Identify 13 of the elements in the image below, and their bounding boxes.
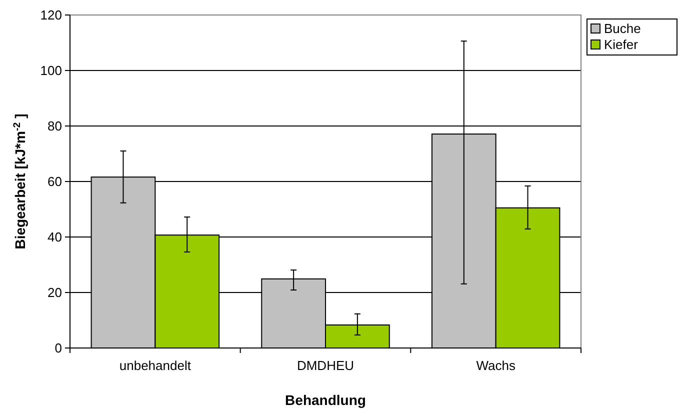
y-tick-label: 40 [48, 230, 62, 245]
x-tick-label: unbehandelt [119, 358, 192, 373]
x-tick-label: Wachs [476, 358, 516, 373]
y-tick-label: 60 [48, 174, 62, 190]
x-tick-label: DMDHEU [296, 358, 354, 373]
y-tick-label: 80 [48, 118, 62, 134]
x-axis-title: Behandlung [285, 392, 366, 408]
y-tick-label: 100 [40, 63, 62, 78]
y-tick-label: 120 [40, 8, 62, 23]
y-tick-label: 0 [54, 340, 62, 356]
legend-label: Kiefer [604, 37, 639, 52]
y-tick-label: 20 [48, 285, 62, 300]
legend-label: Buche [604, 21, 641, 36]
